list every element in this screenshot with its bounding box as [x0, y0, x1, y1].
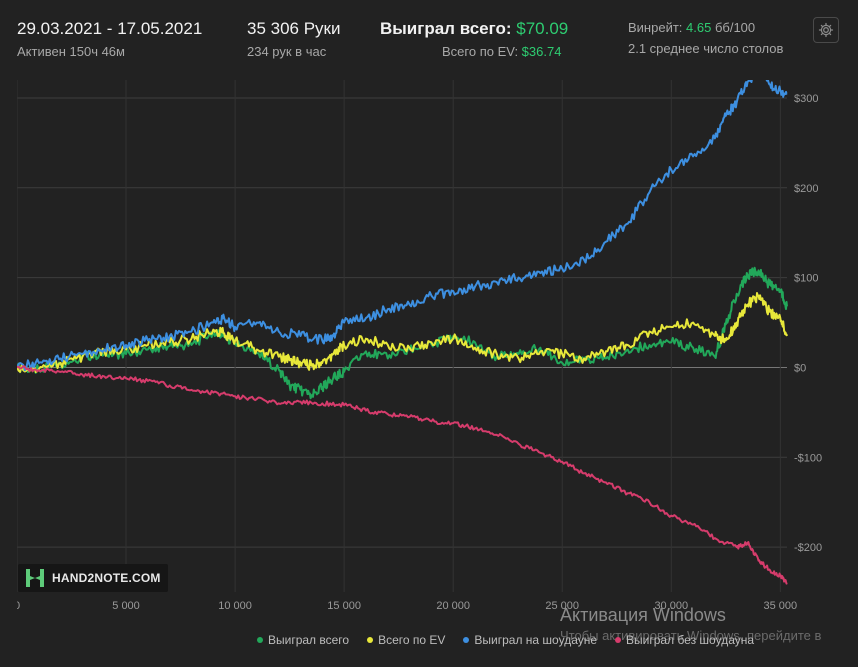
hands-per-hour: 234 рук в час: [247, 44, 327, 59]
hand2note-logo-text: HAND2NOTE.COM: [52, 571, 161, 585]
x-tick-label: 25 000: [545, 600, 579, 612]
legend-label: Всего по EV: [378, 633, 446, 647]
winrate: Винрейт: 4.65 бб/100: [628, 20, 755, 35]
series-line-total-won: [16, 266, 788, 400]
line-chart: $300 $200 $100 $0 -$100 -$200 0 5 000 10 000 15 0…: [14, 71, 822, 612]
legend-item-non-showdown[interactable]: Выиграл без шоудауна: [615, 633, 754, 647]
summary-header: 29.03.2021 - 17.05.2021 Активен 150ч 46м…: [0, 0, 858, 70]
winrate-unit: бб/100: [711, 20, 756, 35]
legend-marker: [257, 637, 263, 643]
avg-tables: 2.1 среднее число столов: [628, 41, 784, 56]
y-tick-label: $100: [794, 273, 818, 285]
hand2note-logo-icon: [26, 569, 44, 587]
total-ev-label: Всего по EV:: [442, 44, 522, 59]
y-tick-label: $300: [794, 93, 818, 105]
gear-icon: [818, 22, 834, 38]
legend-label: Выиграл на шоудауне: [474, 633, 598, 647]
total-won-value: $70.09: [516, 19, 569, 38]
winrate-value: 4.65: [686, 20, 712, 35]
x-tick-label: 0: [17, 600, 20, 612]
windows-activation-title: Активация Windows: [560, 605, 726, 625]
legend-item-total-won[interactable]: Выиграл всего: [257, 633, 349, 647]
legend-marker: [463, 637, 470, 643]
total-won: Выиграл всего: $70.09: [380, 19, 568, 39]
winrate-label: Винрейт:: [628, 20, 687, 35]
series-line-total-ev: [16, 292, 788, 373]
y-tick-label: -$100: [794, 452, 822, 464]
legend-marker: [615, 637, 622, 643]
x-tick-label: 10 000: [218, 600, 252, 612]
settings-button[interactable]: [813, 17, 839, 43]
hands-count: 35 306 Руки: [247, 19, 341, 38]
y-tick-label: -$200: [794, 542, 822, 554]
total-ev-value: $36.74: [521, 44, 562, 59]
total-ev: Всего по EV: $36.74: [442, 44, 561, 59]
legend-item-total-ev[interactable]: Всего по EV: [367, 633, 445, 647]
legend-marker: [367, 637, 374, 643]
y-tick-label: $0: [794, 362, 806, 374]
x-tick-label: 30 000: [654, 600, 688, 612]
legend-item-showdown[interactable]: Выиграл на шоудауне: [463, 633, 597, 647]
series-line-non-showdown: [16, 365, 788, 585]
x-tick-label: 20 000: [436, 600, 470, 612]
total-won-label: Выиграл всего:: [380, 19, 517, 38]
hand2note-logo: HAND2NOTE.COM: [18, 564, 168, 592]
legend-label: Выиграл без шоудауна: [626, 633, 755, 647]
x-tick-label: 15 000: [327, 600, 361, 612]
x-tick-label: 5 000: [112, 600, 140, 612]
chart-area: $300 $200 $100 $0 -$100 -$200 0 5 000 10 000 15 0…: [14, 71, 825, 620]
y-tick-label: $200: [794, 183, 818, 195]
active-time: Активен 150ч 46м: [17, 44, 125, 59]
chart-legend: Выиграл всего Всего по EV Выиграл на шоу…: [257, 633, 772, 647]
legend-label: Выиграл всего: [268, 633, 350, 647]
series-line-showdown: [16, 71, 788, 372]
windows-activation-subtitle: Чтобы активировать Windows, перейдите в: [560, 628, 822, 643]
x-tick-label: 35 000: [763, 600, 797, 612]
date-range[interactable]: 29.03.2021 - 17.05.2021: [17, 19, 203, 38]
